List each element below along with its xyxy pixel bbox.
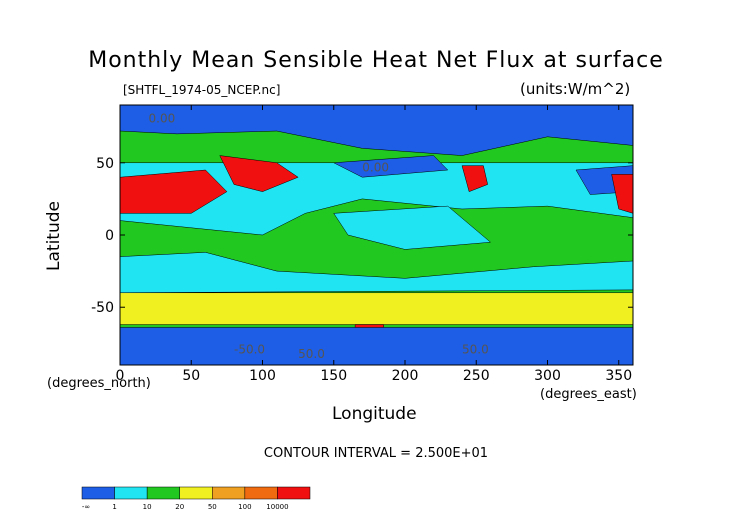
- x-axis-label: Longitude: [332, 404, 417, 424]
- colorbar-bin: [114, 486, 148, 500]
- region-deserts-8: [219, 155, 299, 192]
- colorbar-bin: [212, 486, 246, 500]
- y-axis: 50 0 -50: [91, 156, 633, 316]
- region-deserts-7: [120, 169, 228, 214]
- contour-label: 50.0: [298, 347, 325, 361]
- x-tick-label: 300: [534, 368, 561, 384]
- colorbar-tick-label: 50: [208, 503, 217, 511]
- colorbar-bin: [244, 486, 278, 500]
- colorbar-bin: [81, 486, 115, 500]
- contour-labels: 0.00 0.00 -50.0 50.0 50.0: [149, 111, 489, 360]
- y-axis-label: Latitude: [44, 201, 64, 271]
- x-tick-label: 50: [182, 368, 200, 384]
- contour-label: 0.00: [362, 160, 389, 174]
- x-tick-label: 150: [320, 368, 347, 384]
- colorbar-tick-label: 20: [175, 503, 184, 511]
- x-unit-label: (degrees_east): [540, 387, 637, 402]
- units-label: (units:W/m^2): [520, 80, 631, 98]
- colorbar-tick-label: -∞: [82, 503, 90, 511]
- region-southern-ocean-6: [120, 292, 633, 325]
- colorbar-tick-label: 100: [238, 503, 251, 511]
- y-tick-label: 50: [96, 156, 114, 172]
- chart-title: Monthly Mean Sensible Heat Net Flux at s…: [88, 48, 664, 73]
- source-file-label: [SHTFL_1974-05_NCEP.nc]: [123, 83, 281, 97]
- colorbar-bin: [277, 486, 311, 500]
- contour-label: -50.0: [234, 342, 265, 356]
- region-antarctica-12: [120, 327, 633, 365]
- region-high-latitude-ocean-3: [120, 105, 633, 156]
- region-deserts-10: [611, 174, 633, 214]
- region-subtropical-ocean-1: [333, 205, 492, 250]
- colorbar-bin: [146, 486, 180, 500]
- x-tick-label: 100: [249, 368, 276, 384]
- contour-label: 0.00: [149, 111, 176, 125]
- x-tick-label: 200: [392, 368, 419, 384]
- x-tick-label: 0: [116, 368, 125, 384]
- y-unit-label: (degrees_north): [47, 376, 151, 391]
- colorbar-tick-label: 10000: [266, 503, 288, 511]
- colorbar: -∞ 1 10 20 50 100 10000: [81, 486, 311, 511]
- x-tick-label: 250: [463, 368, 490, 384]
- region-deserts-9: [461, 165, 488, 193]
- y-tick-label: -50: [91, 300, 114, 316]
- colorbar-tick-label: 10: [143, 503, 152, 511]
- contour-label: 50.0: [462, 342, 489, 356]
- region-subtropical-ocean-2: [120, 252, 633, 294]
- colorbar-bin: [179, 486, 213, 500]
- x-tick-label: 350: [605, 368, 632, 384]
- contour-interval-label: CONTOUR INTERVAL = 2.500E+01: [263, 446, 489, 461]
- flux-field: [120, 105, 633, 365]
- colorbar-tick-label: 1: [112, 503, 116, 511]
- y-tick-label: 0: [105, 228, 114, 244]
- x-axis: 0 50 100 150 200 250 300 350: [116, 105, 632, 384]
- region-high-latitude-ocean-4: [332, 155, 449, 178]
